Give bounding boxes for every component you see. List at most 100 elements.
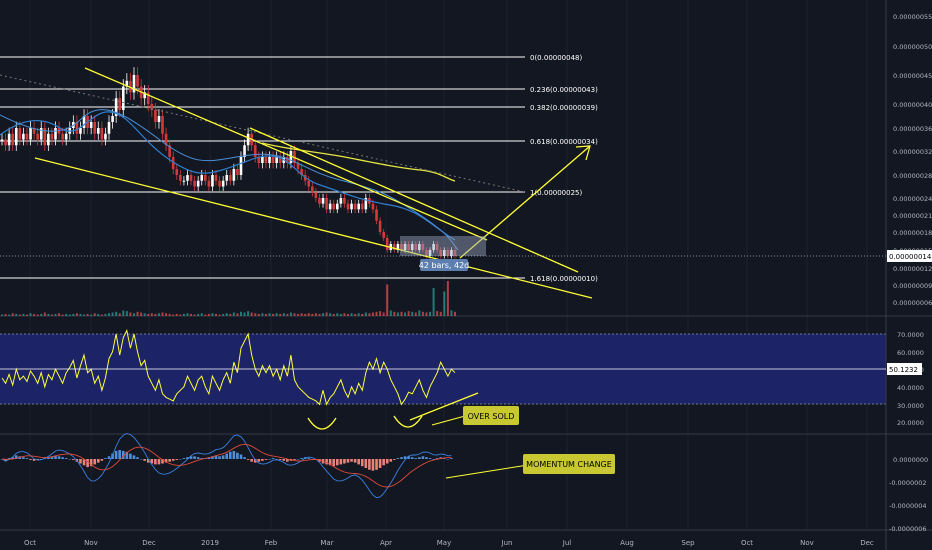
candle-body — [314, 192, 318, 198]
time-axis[interactable]: Oct Nov Dec 2019 Feb Mar Apr May Jun Jul Aug Sep Oct… — [24, 539, 874, 547]
macd-axis[interactable]: 0.0000000 -0.0000002 -0.0000004 -0.0000006 — [889, 456, 928, 533]
candle-body — [243, 145, 246, 157]
volume-bar — [336, 313, 339, 316]
macd-histogram-bar — [104, 458, 107, 459]
candle-body — [132, 75, 136, 93]
upper-wedge-line[interactable] — [84, 67, 488, 241]
rsi-current-tag — [887, 363, 922, 375]
volume-bar — [147, 313, 150, 316]
macd-histogram-bar — [29, 459, 32, 460]
candle-body — [425, 250, 428, 256]
volume-bar — [229, 313, 232, 316]
macd-histogram-bar — [211, 456, 214, 459]
volume-bar — [33, 313, 36, 316]
volume-bar — [247, 311, 250, 316]
date-range-box[interactable] — [400, 236, 486, 256]
macd-histogram-bar — [350, 459, 353, 462]
candle-body — [364, 198, 368, 210]
volume-bar — [150, 313, 153, 316]
macd-histogram-bar — [375, 459, 378, 470]
macd-histogram-bar — [168, 459, 171, 462]
candle-body — [118, 98, 122, 110]
macd-histogram-bar — [410, 457, 414, 459]
time-tick-label: Oct — [741, 539, 753, 547]
volume-bar — [157, 313, 160, 316]
volume-bar — [257, 313, 260, 316]
oversold-curve-2[interactable] — [393, 415, 423, 428]
candle-body — [175, 169, 179, 175]
breakout-arrow[interactable] — [459, 145, 591, 259]
volume-bar — [282, 313, 285, 316]
rsi-trendline[interactable] — [409, 392, 479, 421]
candle-body — [371, 203, 375, 210]
volume-bar — [368, 313, 371, 316]
candle-body — [332, 203, 336, 210]
rsi-tick-label: 70.0000 — [897, 331, 924, 339]
price-axis[interactable]: 0.00000055 0.00000050 0.00000045 0.00000040… — [893, 13, 932, 307]
candle-body — [36, 133, 39, 140]
macd-histogram-bar — [257, 459, 261, 462]
volume-bar — [97, 313, 100, 316]
volume-bar — [346, 313, 349, 316]
macd-histogram-bar — [307, 458, 311, 459]
macd-histogram-bar — [182, 458, 186, 459]
macd-histogram-bar — [79, 459, 82, 464]
macd-histogram-bar — [271, 458, 275, 459]
price-tick-label: 0.00000028 — [893, 172, 932, 180]
fib-retracement[interactable]: 0(0.00000048) 0.236(0.00000043) 0.382(0.00… — [0, 54, 598, 283]
volume-bar — [204, 314, 207, 316]
drawing-tools[interactable] — [34, 67, 593, 479]
lower-wedge-line[interactable] — [34, 157, 593, 299]
macd-histogram-bar — [11, 457, 15, 459]
macd-histogram-bar — [36, 459, 39, 460]
macd-histogram-bar — [228, 451, 232, 459]
candle-body — [161, 116, 164, 134]
current-price-tag — [887, 250, 932, 262]
macd-histogram-bar — [421, 456, 425, 459]
candle-body — [18, 128, 22, 140]
volume-bar — [225, 313, 228, 316]
volume-bar — [429, 311, 432, 316]
time-tick-label: Oct — [24, 539, 36, 547]
volume-bar — [40, 313, 43, 316]
volume-bar — [407, 311, 410, 316]
candle-body — [125, 80, 129, 87]
macd-line — [1, 433, 452, 499]
candle-body — [186, 175, 189, 181]
macd-tick-label: -0.0000004 — [889, 502, 927, 510]
price-tick-label: 0.00000055 — [893, 13, 932, 21]
volume-bar — [11, 313, 14, 316]
macd-histogram-bar — [50, 456, 54, 459]
macd-histogram-bar — [125, 451, 129, 459]
volume-bar — [47, 313, 50, 316]
oversold-curve-1[interactable] — [307, 417, 337, 430]
macd-histogram-bar — [246, 459, 250, 460]
volume-bar — [314, 313, 317, 316]
macd-histogram-bar — [442, 458, 446, 459]
resistance-line[interactable] — [249, 127, 579, 273]
time-tick-label: Aug — [620, 539, 634, 547]
volume-bar — [268, 313, 271, 316]
macd-histogram-bar — [368, 459, 371, 470]
macd-histogram-bar — [382, 459, 385, 466]
volume-bar — [172, 314, 175, 316]
rsi-line — [1, 328, 456, 406]
volume-bar — [207, 313, 210, 316]
volume-bar — [1, 314, 3, 316]
oversold-callout-text: OVER SOLD — [468, 412, 515, 421]
momentum-callout[interactable] — [523, 454, 615, 474]
volume-bar — [143, 313, 146, 316]
candle-body — [442, 250, 446, 256]
volume-bar — [436, 311, 439, 316]
candle-body — [353, 203, 357, 210]
candle-body — [136, 75, 139, 87]
candle-body — [171, 157, 175, 169]
candle-body — [189, 175, 193, 181]
volume-bar — [272, 313, 275, 316]
candle-body — [407, 244, 410, 250]
candle-body — [289, 151, 293, 163]
candle-body — [89, 122, 93, 128]
oversold-callout[interactable] — [463, 406, 519, 425]
macd-histogram-bar — [385, 459, 389, 464]
